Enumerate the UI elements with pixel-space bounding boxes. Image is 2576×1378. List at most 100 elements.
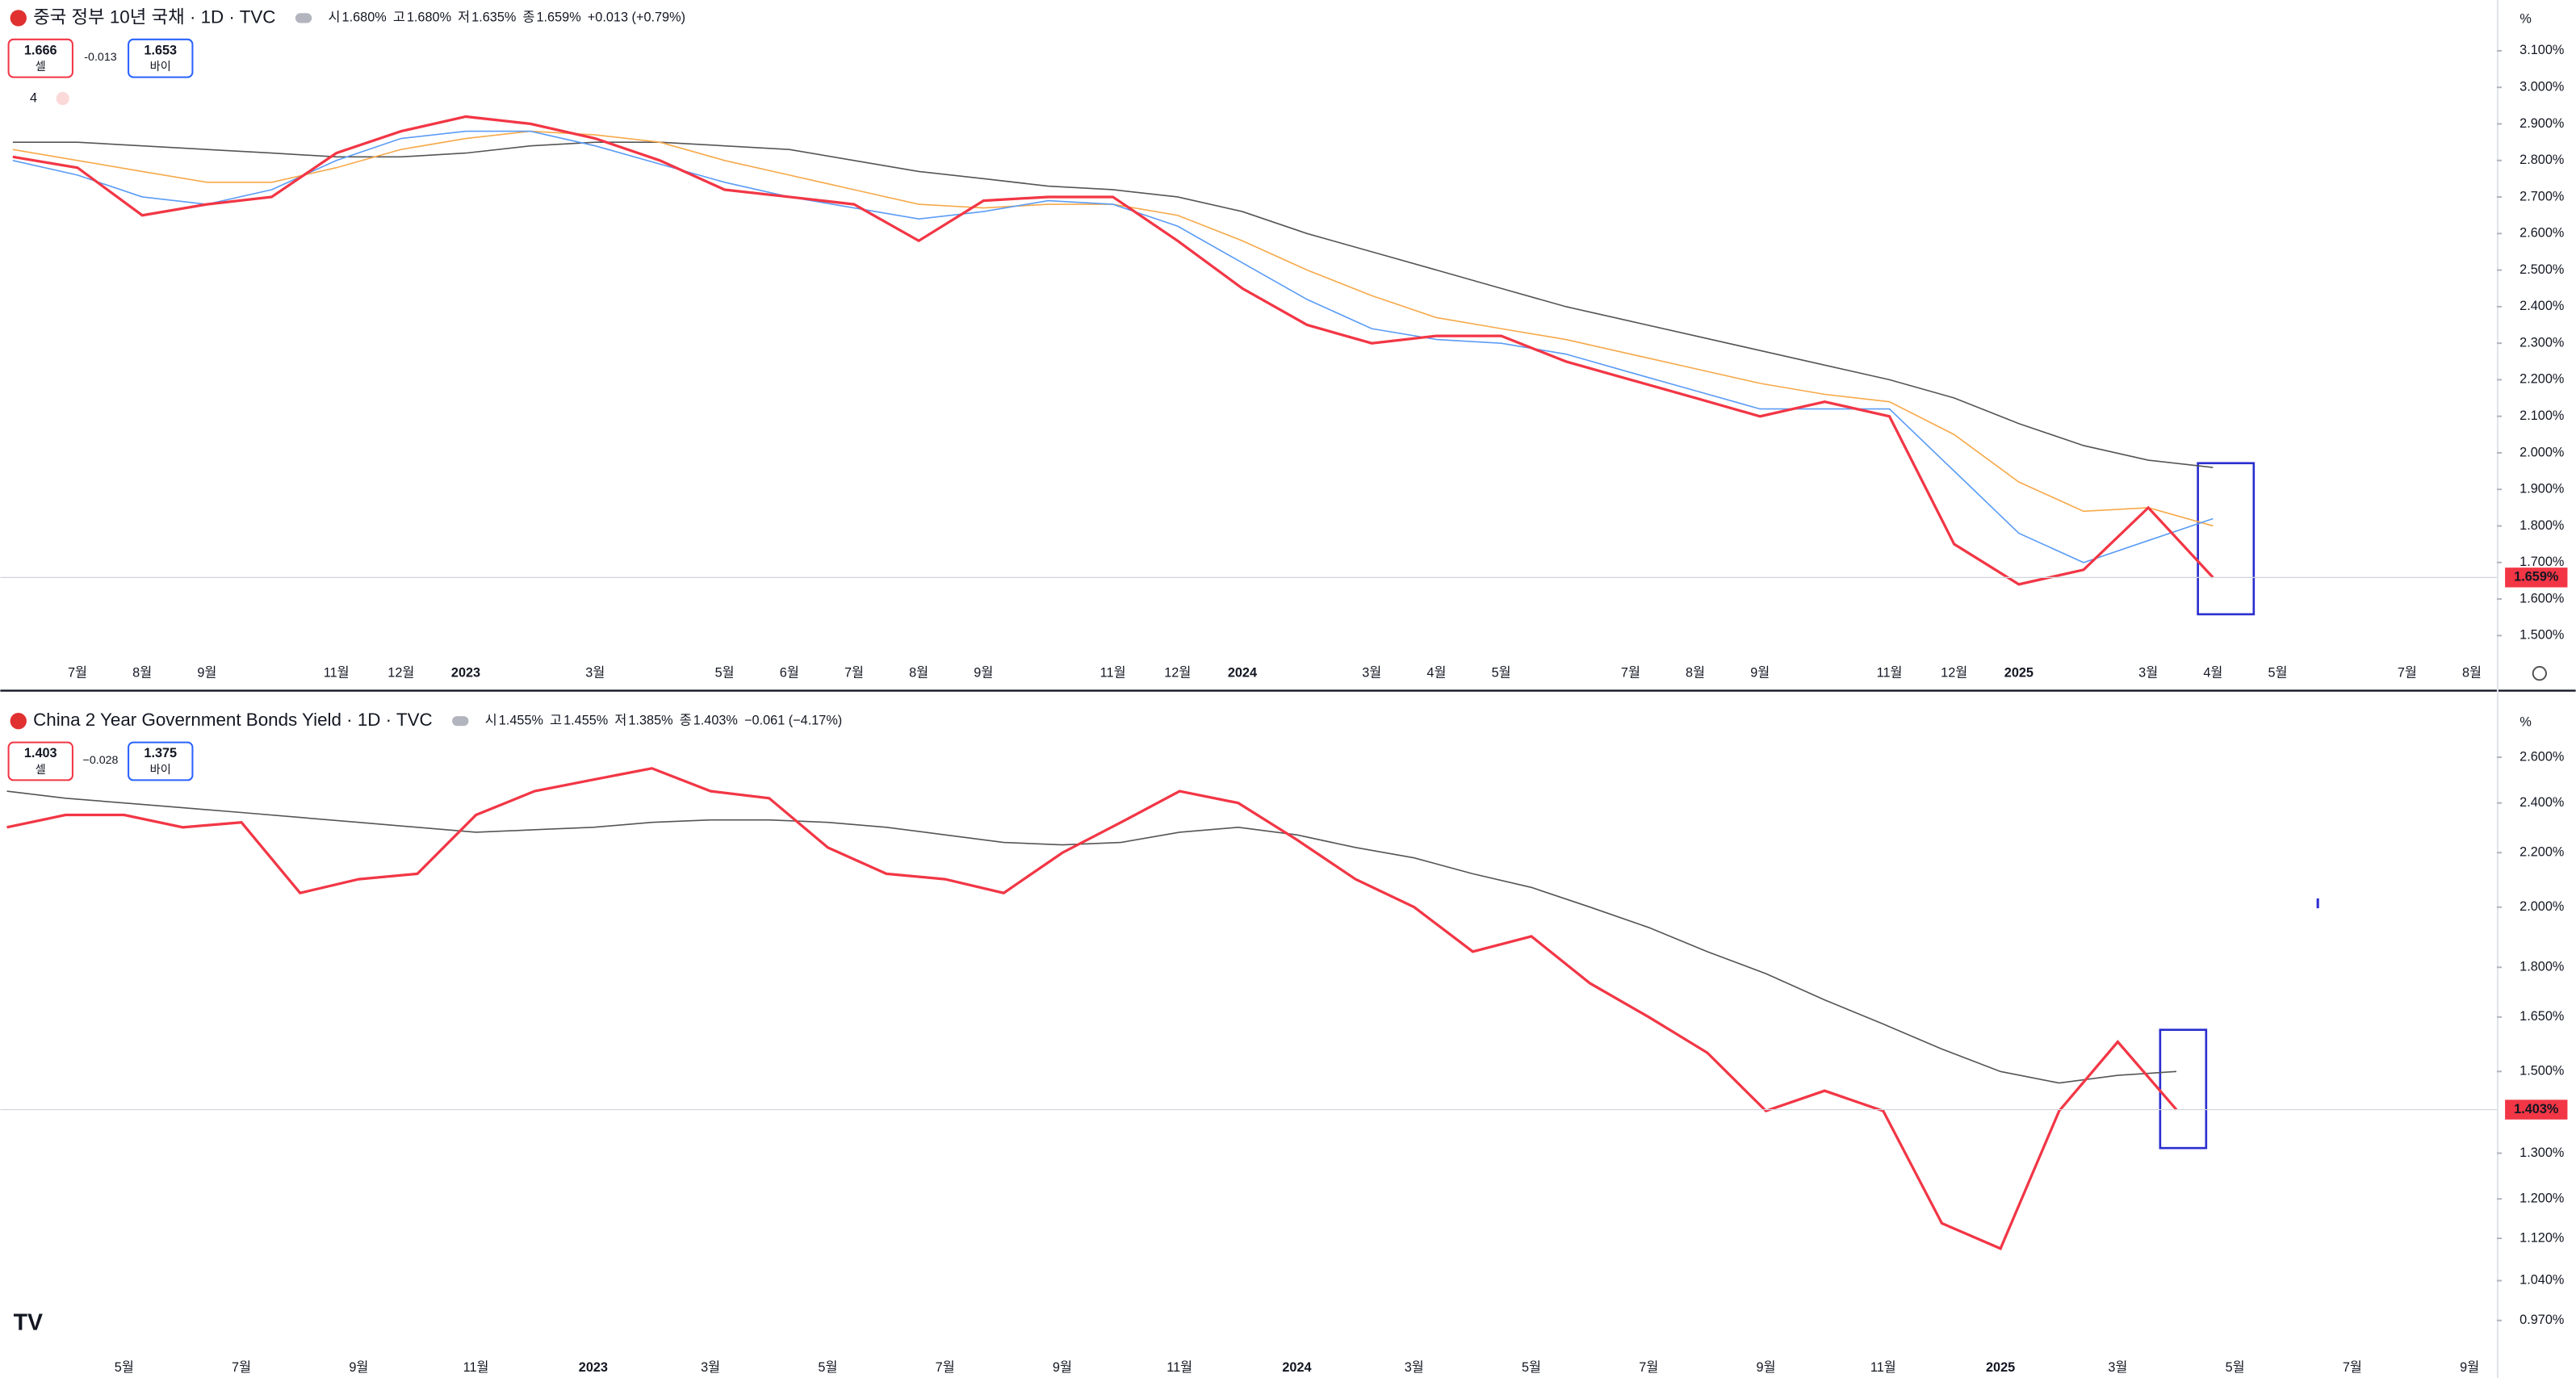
x-tick-label: 7월 (1621, 665, 1640, 680)
last-price-tag (2505, 1099, 2568, 1120)
x-tick-label: 9월 (974, 665, 993, 680)
y-tick-label: 2.100% (2519, 408, 2564, 423)
x-tick-label: 12월 (387, 665, 414, 680)
x-tick-label: 9월 (1053, 1360, 1072, 1375)
sell-price: 1.403 (24, 746, 57, 760)
ohlc-key: 종 (522, 10, 534, 25)
x-tick-label: 7월 (68, 665, 87, 680)
legend-toggle[interactable] (295, 13, 312, 23)
x-tick-label: 2025 (1986, 1360, 2015, 1375)
x-tick-label: 3월 (1405, 1360, 1424, 1375)
y-tick-label: 1.650% (2519, 1009, 2564, 1024)
y-tick-label: 1.900% (2519, 482, 2564, 496)
x-tick-label: 2024 (1282, 1360, 1311, 1375)
last-price-tag (2505, 568, 2568, 588)
buy-price: 1.653 (144, 43, 177, 57)
x-tick-label: 2023 (451, 665, 480, 680)
last-price-label: 1.403% (2514, 1102, 2559, 1116)
ohlc-value: 1.680% (342, 10, 387, 25)
sell-label: 셀 (36, 763, 46, 777)
spread: −0.028 (83, 754, 119, 767)
y-tick-label: 1.300% (2519, 1146, 2564, 1160)
indicators-toggle[interactable]: 4 (30, 90, 37, 105)
buy-label: 바이 (150, 763, 171, 777)
spread: -0.013 (84, 51, 116, 64)
sell-button[interactable] (7, 38, 73, 78)
y-tick-label: 2.400% (2519, 795, 2564, 810)
x-tick-label: 5월 (2268, 665, 2288, 680)
settings-icon[interactable] (2532, 666, 2547, 681)
x-tick-label: 3월 (585, 665, 605, 680)
axis-unit: % (2519, 715, 2531, 730)
x-tick-label: 9월 (1757, 1360, 1776, 1375)
x-tick-label: 3월 (1362, 665, 1381, 680)
x-tick-label: 11월 (324, 665, 350, 680)
buy-price: 1.375 (144, 746, 177, 760)
ohlc-key: 고 (550, 713, 562, 727)
x-tick-label: 6월 (780, 665, 799, 680)
y-tick-label: 1.600% (2519, 591, 2564, 605)
flag-icon (10, 10, 27, 27)
y-tick-label: 2.000% (2519, 445, 2564, 459)
x-tick-label: 2023 (579, 1360, 608, 1375)
moving-average (12, 130, 2214, 563)
y-tick-label: 2.900% (2519, 116, 2564, 131)
x-tick-label: 5월 (1492, 665, 1511, 680)
ohlc-key: 종 (680, 713, 692, 727)
y-tick-label: 2.800% (2519, 153, 2564, 167)
axis-unit: % (2519, 12, 2531, 27)
sell-button[interactable] (7, 741, 73, 781)
y-tick-label: 2.000% (2519, 899, 2564, 914)
moving-average (6, 790, 2177, 1084)
ohlc-value: 1.680% (407, 10, 451, 25)
y-tick-label: 1.120% (2519, 1230, 2564, 1245)
x-tick-label: 11월 (1870, 1360, 1896, 1375)
y-tick-label: 2.500% (2519, 262, 2564, 277)
x-tick-label: 7월 (844, 665, 864, 680)
flag-icon (10, 713, 27, 730)
y-tick-label: 1.800% (2519, 518, 2564, 533)
legend-toggle[interactable] (452, 716, 469, 727)
x-tick-label: 12월 (1164, 665, 1191, 680)
last-price-label: 1.659% (2514, 570, 2559, 584)
buy-button[interactable] (128, 741, 194, 781)
y-tick-label: 1.700% (2519, 555, 2564, 569)
x-tick-label: 7월 (1639, 1360, 1658, 1375)
y-tick-label: 1.500% (2519, 1064, 2564, 1079)
change: +0.013 (+0.79%) (588, 10, 685, 25)
x-tick-label: 4월 (2203, 665, 2222, 680)
x-tick-label: 3월 (2138, 665, 2158, 680)
x-tick-label: 7월 (2398, 665, 2417, 680)
y-tick-label: 2.300% (2519, 335, 2564, 350)
y-tick-label: 1.200% (2519, 1191, 2564, 1205)
sell-label: 셀 (36, 60, 46, 73)
y-tick-label: 2.600% (2519, 749, 2564, 764)
ohlc-value: 1.659% (537, 10, 581, 25)
ohlc-key: 저 (614, 713, 626, 727)
x-tick-label: 12월 (1941, 665, 1967, 680)
ohlc-key: 시 (329, 10, 341, 25)
x-tick-label: 9월 (2460, 1360, 2479, 1375)
x-tick-label: 3월 (701, 1360, 720, 1375)
ohlc-value: 1.635% (471, 10, 516, 25)
alert-icon (56, 91, 69, 106)
sell-price: 1.666 (24, 43, 57, 57)
x-tick-label: 7월 (232, 1360, 251, 1375)
x-tick-label: 5월 (2226, 1360, 2245, 1375)
x-tick-label: 8월 (909, 665, 928, 680)
x-tick-label: 8월 (132, 665, 152, 680)
y-tick-label: 3.100% (2519, 43, 2564, 57)
y-tick-label: 1.040% (2519, 1273, 2564, 1288)
x-tick-label: 8월 (2462, 665, 2482, 680)
price-line (12, 115, 2214, 586)
x-tick-label: 9월 (1750, 665, 1770, 680)
chart-title: 중국 정부 10년 국채 · 1D · TVC (33, 6, 275, 27)
buy-button[interactable] (128, 38, 194, 78)
x-tick-label: 9월 (349, 1360, 368, 1375)
x-tick-label: 4월 (1426, 665, 1446, 680)
ohlc-key: 고 (393, 10, 405, 25)
price-line (6, 767, 2178, 1250)
